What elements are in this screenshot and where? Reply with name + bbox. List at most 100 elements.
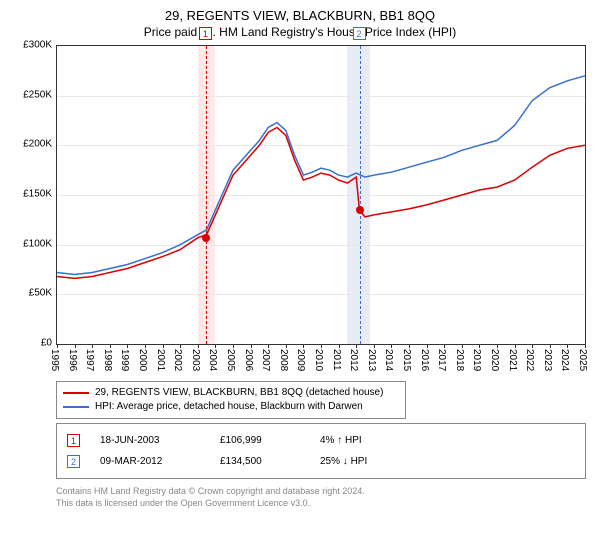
x-tick <box>409 344 410 348</box>
x-tick <box>550 344 551 348</box>
sales-pct: 4% ↑ HPI <box>320 435 420 446</box>
y-tick-label: £250K <box>10 89 52 100</box>
chart-lines <box>57 46 585 344</box>
x-tick <box>286 344 287 348</box>
x-tick-label: 2002 <box>172 349 183 371</box>
sales-price: £134,500 <box>220 456 300 467</box>
sale-point <box>202 234 210 242</box>
x-tick <box>180 344 181 348</box>
x-tick <box>356 344 357 348</box>
y-tick-label: £200K <box>10 139 52 150</box>
x-tick <box>515 344 516 348</box>
x-tick <box>479 344 480 348</box>
x-tick <box>233 344 234 348</box>
x-tick <box>374 344 375 348</box>
chart-subtitle: Price paid vs. HM Land Registry's House … <box>10 25 590 39</box>
x-tick-label: 1999 <box>119 349 130 371</box>
x-tick <box>321 344 322 348</box>
footer-line1: Contains HM Land Registry data © Crown c… <box>56 485 586 497</box>
x-tick <box>268 344 269 348</box>
x-tick-label: 1998 <box>102 349 113 371</box>
x-tick <box>75 344 76 348</box>
x-tick-label: 2016 <box>419 349 430 371</box>
marker-box: 1 <box>199 27 212 40</box>
x-tick-label: 1995 <box>49 349 60 371</box>
x-tick-label: 2009 <box>295 349 306 371</box>
y-tick-label: £300K <box>10 40 52 51</box>
y-tick-label: £150K <box>10 189 52 200</box>
sale-point <box>356 206 364 214</box>
x-tick <box>585 344 586 348</box>
legend-row: HPI: Average price, detached house, Blac… <box>63 400 399 414</box>
footer-attribution: Contains HM Land Registry data © Crown c… <box>56 485 586 509</box>
plot-area <box>56 45 586 345</box>
x-tick <box>532 344 533 348</box>
x-tick <box>57 344 58 348</box>
legend-row: 29, REGENTS VIEW, BLACKBURN, BB1 8QQ (de… <box>63 386 399 400</box>
x-tick <box>567 344 568 348</box>
legend: 29, REGENTS VIEW, BLACKBURN, BB1 8QQ (de… <box>56 381 406 419</box>
x-tick-label: 2018 <box>454 349 465 371</box>
y-tick-label: £50K <box>10 288 52 299</box>
y-tick-label: £0 <box>10 338 52 349</box>
x-tick <box>110 344 111 348</box>
x-tick-label: 2022 <box>524 349 535 371</box>
x-tick-label: 1997 <box>84 349 95 371</box>
chart-area: £0£50K£100K£150K£200K£250K£300K199519961… <box>10 45 590 375</box>
x-tick-label: 2004 <box>207 349 218 371</box>
x-tick <box>198 344 199 348</box>
x-tick-label: 2012 <box>348 349 359 371</box>
x-tick <box>462 344 463 348</box>
x-tick-label: 2017 <box>436 349 447 371</box>
x-tick-label: 2003 <box>190 349 201 371</box>
x-tick-label: 2005 <box>225 349 236 371</box>
sales-date: 09-MAR-2012 <box>100 456 200 467</box>
x-tick <box>127 344 128 348</box>
x-tick-label: 2020 <box>489 349 500 371</box>
x-tick-label: 2013 <box>366 349 377 371</box>
sales-date: 18-JUN-2003 <box>100 435 200 446</box>
x-tick-label: 2011 <box>331 349 342 371</box>
sales-price: £106,999 <box>220 435 300 446</box>
series-hpi <box>57 76 585 275</box>
x-tick-label: 2025 <box>577 349 588 371</box>
x-tick-label: 2008 <box>278 349 289 371</box>
sales-marker: 2 <box>67 455 80 468</box>
sales-table: 1 18-JUN-2003 £106,999 4% ↑ HPI 2 09-MAR-2012… <box>56 423 586 479</box>
sales-marker: 1 <box>67 434 80 447</box>
x-tick-label: 1996 <box>67 349 78 371</box>
marker-box: 2 <box>353 27 366 40</box>
x-tick-label: 2015 <box>401 349 412 371</box>
x-tick-label: 2001 <box>155 349 166 371</box>
marker-line <box>360 46 361 344</box>
x-tick <box>497 344 498 348</box>
x-tick <box>427 344 428 348</box>
x-tick-label: 2000 <box>137 349 148 371</box>
sales-row: 1 18-JUN-2003 £106,999 4% ↑ HPI <box>67 430 575 451</box>
x-tick <box>303 344 304 348</box>
legend-label: 29, REGENTS VIEW, BLACKBURN, BB1 8QQ (de… <box>95 386 383 400</box>
marker-line <box>206 46 207 344</box>
x-tick <box>444 344 445 348</box>
legend-label: HPI: Average price, detached house, Blac… <box>95 400 363 414</box>
x-tick <box>391 344 392 348</box>
x-tick <box>251 344 252 348</box>
x-tick <box>339 344 340 348</box>
sales-row: 2 09-MAR-2012 £134,500 25% ↓ HPI <box>67 451 575 472</box>
x-tick <box>145 344 146 348</box>
x-tick-label: 2021 <box>507 349 518 371</box>
legend-swatch <box>63 406 89 408</box>
x-tick <box>215 344 216 348</box>
footer-line2: This data is licensed under the Open Gov… <box>56 497 586 509</box>
chart-title: 29, REGENTS VIEW, BLACKBURN, BB1 8QQ <box>10 8 590 23</box>
series-property <box>57 128 585 279</box>
sales-pct: 25% ↓ HPI <box>320 456 420 467</box>
x-tick-label: 2019 <box>471 349 482 371</box>
x-tick-label: 2007 <box>260 349 271 371</box>
x-tick-label: 2024 <box>559 349 570 371</box>
legend-swatch <box>63 392 89 394</box>
x-tick <box>92 344 93 348</box>
x-tick-label: 2014 <box>383 349 394 371</box>
x-tick-label: 2006 <box>243 349 254 371</box>
x-tick-label: 2010 <box>313 349 324 371</box>
